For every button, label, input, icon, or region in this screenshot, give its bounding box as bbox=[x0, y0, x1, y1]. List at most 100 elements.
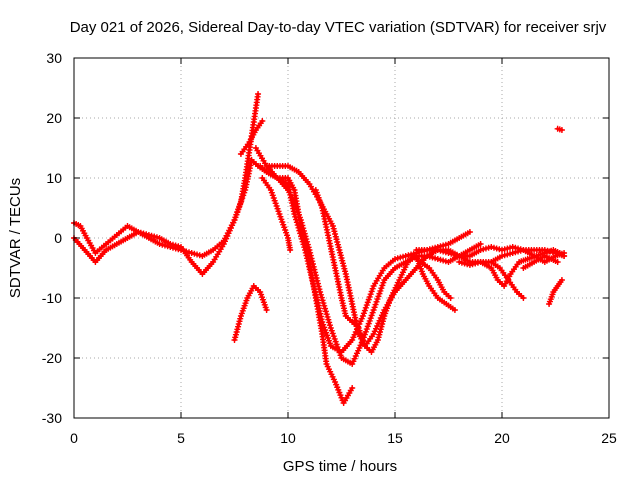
data-point bbox=[318, 294, 325, 301]
data-point bbox=[287, 247, 294, 253]
series-track-3 bbox=[237, 118, 266, 157]
data-point bbox=[359, 313, 366, 319]
series-track-9 bbox=[312, 187, 458, 355]
series-layer bbox=[71, 91, 568, 406]
data-point bbox=[466, 229, 473, 235]
series-track-16 bbox=[554, 125, 565, 133]
data-point bbox=[377, 287, 384, 294]
data-point bbox=[259, 118, 266, 124]
data-point bbox=[263, 307, 270, 313]
series-track-6 bbox=[257, 163, 356, 406]
x-tick-label: 25 bbox=[601, 430, 617, 446]
data-point bbox=[363, 302, 370, 309]
data-point bbox=[558, 277, 565, 283]
data-point bbox=[324, 313, 331, 320]
x-tick-label: 15 bbox=[387, 430, 403, 446]
data-point bbox=[371, 304, 378, 311]
data-point bbox=[554, 259, 561, 265]
data-point bbox=[362, 304, 369, 311]
data-point bbox=[561, 253, 568, 259]
data-point bbox=[360, 310, 367, 317]
data-point bbox=[361, 307, 368, 314]
x-tick-label: 0 bbox=[70, 430, 78, 446]
data-point bbox=[365, 320, 372, 327]
data-point bbox=[373, 298, 380, 305]
y-axis-ticks: -30 -20 -10 0 10 20 30 bbox=[42, 50, 609, 426]
data-point bbox=[451, 307, 458, 313]
data-point bbox=[375, 293, 382, 300]
data-point bbox=[330, 333, 337, 340]
data-point bbox=[376, 290, 383, 297]
data-point bbox=[366, 317, 373, 324]
y-tick-label: 20 bbox=[46, 110, 62, 126]
data-point bbox=[317, 289, 324, 295]
data-point bbox=[323, 311, 330, 318]
data-point bbox=[364, 299, 371, 306]
grid bbox=[74, 58, 609, 418]
data-point bbox=[327, 325, 334, 331]
data-point bbox=[311, 266, 318, 273]
data-point bbox=[336, 349, 343, 356]
data-point bbox=[326, 319, 333, 326]
data-point bbox=[337, 352, 344, 359]
chart-title: Day 021 of 2026, Sidereal Day-to-day VTE… bbox=[70, 19, 607, 36]
data-point bbox=[367, 291, 374, 298]
data-point bbox=[367, 315, 374, 322]
data-point bbox=[349, 385, 356, 391]
x-axis-ticks: 0 5 10 15 20 25 bbox=[70, 58, 617, 446]
data-point bbox=[368, 312, 375, 319]
data-point bbox=[322, 305, 329, 312]
data-point bbox=[379, 282, 386, 289]
data-point bbox=[447, 295, 454, 301]
data-point bbox=[372, 301, 379, 308]
data-point bbox=[331, 335, 338, 342]
data-point bbox=[363, 326, 370, 333]
data-point bbox=[319, 297, 326, 304]
data-point bbox=[369, 285, 376, 292]
series-track-7 bbox=[259, 175, 294, 253]
data-point bbox=[329, 330, 336, 337]
series-track-12 bbox=[456, 247, 568, 289]
data-point bbox=[364, 323, 371, 330]
y-tick-label: -10 bbox=[42, 290, 62, 306]
data-point bbox=[380, 279, 387, 286]
data-point bbox=[370, 307, 377, 313]
data-point bbox=[558, 127, 565, 133]
data-point bbox=[320, 300, 327, 307]
series-track-15 bbox=[546, 277, 565, 307]
x-tick-label: 10 bbox=[280, 430, 296, 446]
data-point bbox=[477, 241, 484, 247]
y-tick-label: 0 bbox=[54, 230, 62, 246]
x-tick-label: 5 bbox=[177, 430, 185, 446]
data-point bbox=[378, 285, 385, 292]
data-point bbox=[326, 322, 333, 329]
data-point bbox=[520, 295, 527, 301]
y-tick-label: -20 bbox=[42, 350, 62, 366]
series-track-14 bbox=[520, 253, 561, 271]
y-tick-label: 10 bbox=[46, 170, 62, 186]
series-track-10 bbox=[409, 253, 454, 301]
data-point bbox=[322, 308, 329, 315]
data-point bbox=[335, 346, 342, 353]
data-point bbox=[361, 331, 368, 338]
data-point bbox=[368, 288, 375, 295]
series-track-13 bbox=[488, 259, 527, 301]
data-point bbox=[333, 341, 340, 348]
data-point bbox=[362, 328, 369, 335]
data-point bbox=[332, 338, 339, 345]
data-point bbox=[255, 91, 262, 97]
data-point bbox=[316, 286, 323, 293]
y-axis-label: SDTVAR / TECUs bbox=[7, 178, 24, 298]
y-tick-label: 30 bbox=[46, 50, 62, 66]
data-point bbox=[369, 309, 376, 316]
data-point bbox=[291, 211, 298, 217]
data-point bbox=[374, 296, 381, 303]
series-track-2 bbox=[71, 91, 262, 277]
data-point bbox=[365, 296, 372, 303]
data-point bbox=[328, 327, 335, 334]
data-point bbox=[321, 302, 328, 309]
data-point bbox=[325, 316, 332, 323]
y-tick-label: -30 bbox=[42, 410, 62, 426]
x-tick-label: 20 bbox=[494, 430, 510, 446]
